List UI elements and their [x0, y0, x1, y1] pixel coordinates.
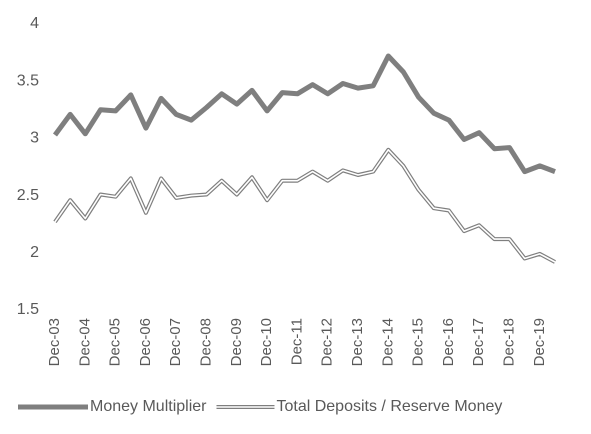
x-tick-label: Dec-11: [288, 318, 305, 365]
series-line: [52, 53, 556, 175]
legend-label: Total Deposits / Reserve Money: [276, 398, 502, 415]
x-tick-label: Dec-18: [500, 318, 517, 366]
x-tick-label: Dec-08: [197, 318, 214, 366]
x-tick-label: Dec-07: [167, 318, 184, 366]
y-tick-label: 2: [30, 244, 39, 261]
y-tick-label: 2.5: [17, 187, 39, 204]
x-tick-label: Dec-19: [531, 318, 548, 366]
y-tick-label: 3: [30, 130, 39, 147]
y-tick-label: 3.5: [17, 72, 39, 89]
x-tick-label: Dec-04: [76, 318, 93, 366]
x-tick-label: Dec-15: [410, 318, 427, 366]
x-tick-label: Dec-03: [46, 318, 63, 366]
x-tick-label: Dec-05: [107, 318, 124, 366]
y-tick-label: 4: [30, 15, 39, 32]
x-tick-label: Dec-09: [228, 318, 245, 366]
series-line: [53, 147, 556, 264]
x-tick-label: Dec-12: [319, 318, 336, 366]
x-tick-label: Dec-17: [470, 318, 487, 366]
x-tick-label: Dec-10: [258, 318, 275, 366]
legend-label: Money Multiplier: [90, 398, 207, 415]
x-tick-label: Dec-16: [440, 318, 457, 366]
x-tick-label: Dec-14: [379, 318, 396, 366]
series-line-inner: [54, 149, 556, 263]
x-tick-label: Dec-06: [137, 318, 154, 366]
y-tick-label: 1.5: [17, 301, 39, 318]
x-tick-label: Dec-13: [349, 318, 366, 366]
